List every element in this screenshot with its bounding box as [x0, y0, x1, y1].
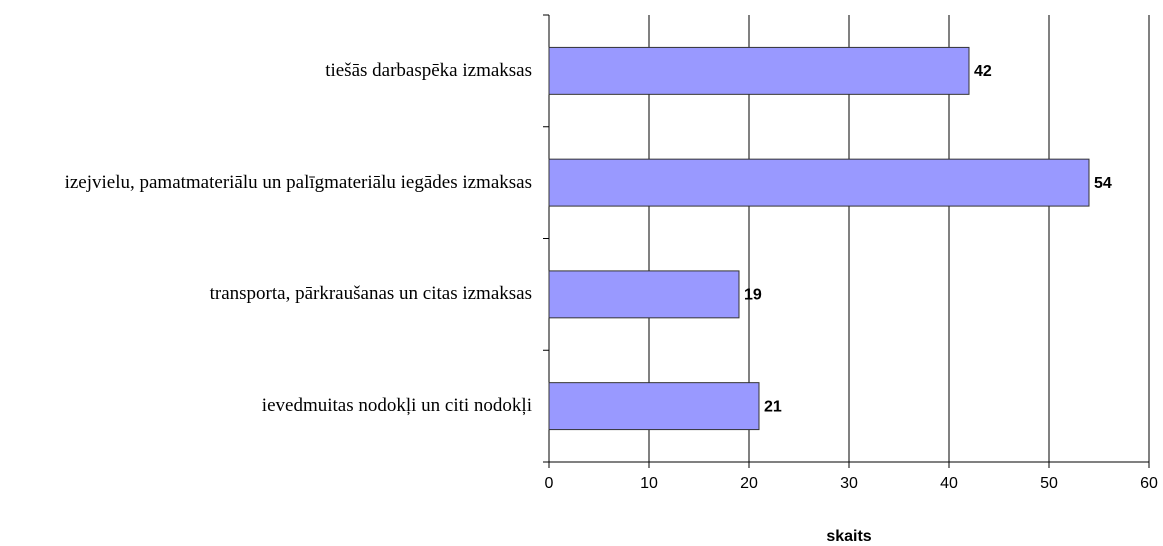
x-tick-label: 30 [840, 475, 858, 492]
x-tick-label: 20 [740, 475, 758, 492]
data-label: 21 [764, 398, 782, 415]
y-tick-label: izejvielu, pamatmateriālu un palīgmateri… [64, 171, 532, 193]
y-tick-label: transporta, pārkraušanas un citas izmaks… [209, 283, 532, 305]
x-tick-label: 0 [545, 475, 554, 492]
x-axis-title: skaits [826, 528, 871, 545]
bar [548, 382, 760, 431]
bar [548, 46, 970, 95]
data-label: 42 [974, 63, 992, 80]
bar [548, 158, 1090, 207]
y-tick-label: tiešās darbaspēka izmaksas [325, 59, 532, 81]
x-tick-label: 10 [640, 475, 658, 492]
y-tick-label: ievedmuitas nodokļi un citi nodokļi [261, 395, 532, 417]
x-tick-label: 60 [1140, 475, 1158, 492]
x-tick-label: 40 [940, 475, 958, 492]
data-label: 54 [1094, 175, 1112, 192]
data-label: 19 [744, 287, 762, 304]
bar [548, 270, 740, 319]
x-tick-label: 50 [1040, 475, 1058, 492]
